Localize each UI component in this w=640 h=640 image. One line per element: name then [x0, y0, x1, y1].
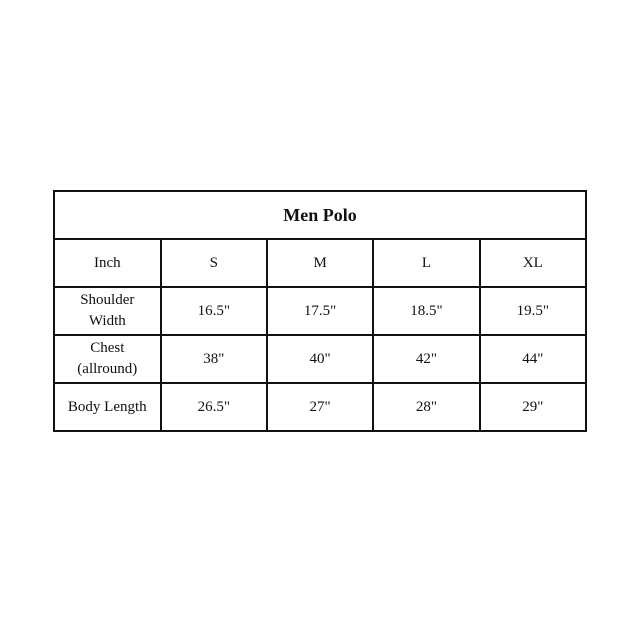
row-label: Chest (allround) [53, 334, 162, 384]
row-label-line: (allround) [77, 361, 138, 377]
header-cell: L [372, 238, 481, 288]
table-cell: 17.5" [265, 286, 375, 336]
row-label-line: Shoulder [80, 292, 135, 308]
table-cell: 18.5" [372, 286, 481, 336]
row-label-line: Width [88, 313, 126, 329]
table-title: Men Polo [53, 190, 587, 240]
table-row: Chest (allround) 38" 40" 42" 44" [53, 334, 588, 384]
table-row: Body Length 26.5" 27" 28" 29" [53, 382, 588, 432]
table-cell: 40" [265, 334, 375, 384]
header-cell: M [265, 238, 375, 288]
header-cell: S [159, 238, 268, 288]
header-cell: Inch [53, 238, 162, 288]
row-label-line: Chest [90, 340, 125, 356]
table-cell: 44" [478, 334, 588, 384]
table-cell: 26.5" [159, 382, 268, 432]
table-row: Shoulder Width 16.5" 17.5" 18.5" 19.5" [53, 286, 588, 336]
table-cell: 19.5" [478, 286, 588, 336]
table-cell: 42" [372, 334, 481, 384]
table-cell: 16.5" [159, 286, 268, 336]
header-row: Inch S M L XL [53, 238, 588, 288]
size-chart-table: Men Polo Inch S M L XL Shoulder Width 16.… [53, 190, 588, 432]
row-label: Body Length [53, 382, 162, 432]
table-cell: 29" [478, 382, 588, 432]
table-cell: 27" [265, 382, 375, 432]
table-cell: 38" [159, 334, 268, 384]
table-cell: 28" [372, 382, 481, 432]
row-label: Shoulder Width [53, 286, 162, 336]
header-cell: XL [478, 238, 588, 288]
